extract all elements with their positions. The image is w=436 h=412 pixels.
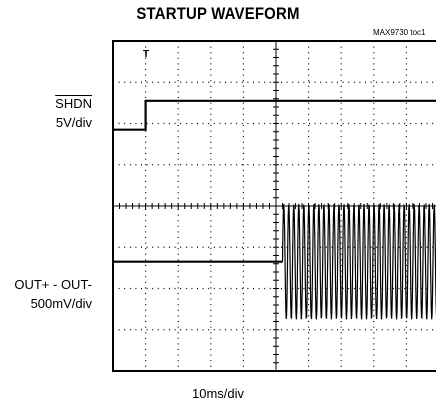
out-name: OUT+ - OUT- bbox=[14, 277, 92, 292]
shdn-trace bbox=[113, 99, 436, 131]
shdn-name: SHDN bbox=[55, 96, 92, 111]
figure-tag: MAX9730 toc1 bbox=[373, 28, 426, 37]
out-trace-burst bbox=[281, 203, 436, 320]
out-scale: 500mV/div bbox=[30, 296, 92, 311]
trigger-marker: T bbox=[143, 49, 149, 60]
chart-title: STARTUP WAVEFORM bbox=[136, 4, 300, 23]
x-axis-label: 10ms/div bbox=[191, 386, 245, 401]
out-channel-label: OUT+ - OUT- 500mV/div bbox=[0, 275, 92, 313]
scope-grid bbox=[112, 40, 436, 372]
shdn-scale: 5V/div bbox=[55, 115, 92, 130]
scope-traces bbox=[113, 99, 436, 320]
shdn-channel-label: SHDN 5V/div bbox=[20, 94, 92, 132]
